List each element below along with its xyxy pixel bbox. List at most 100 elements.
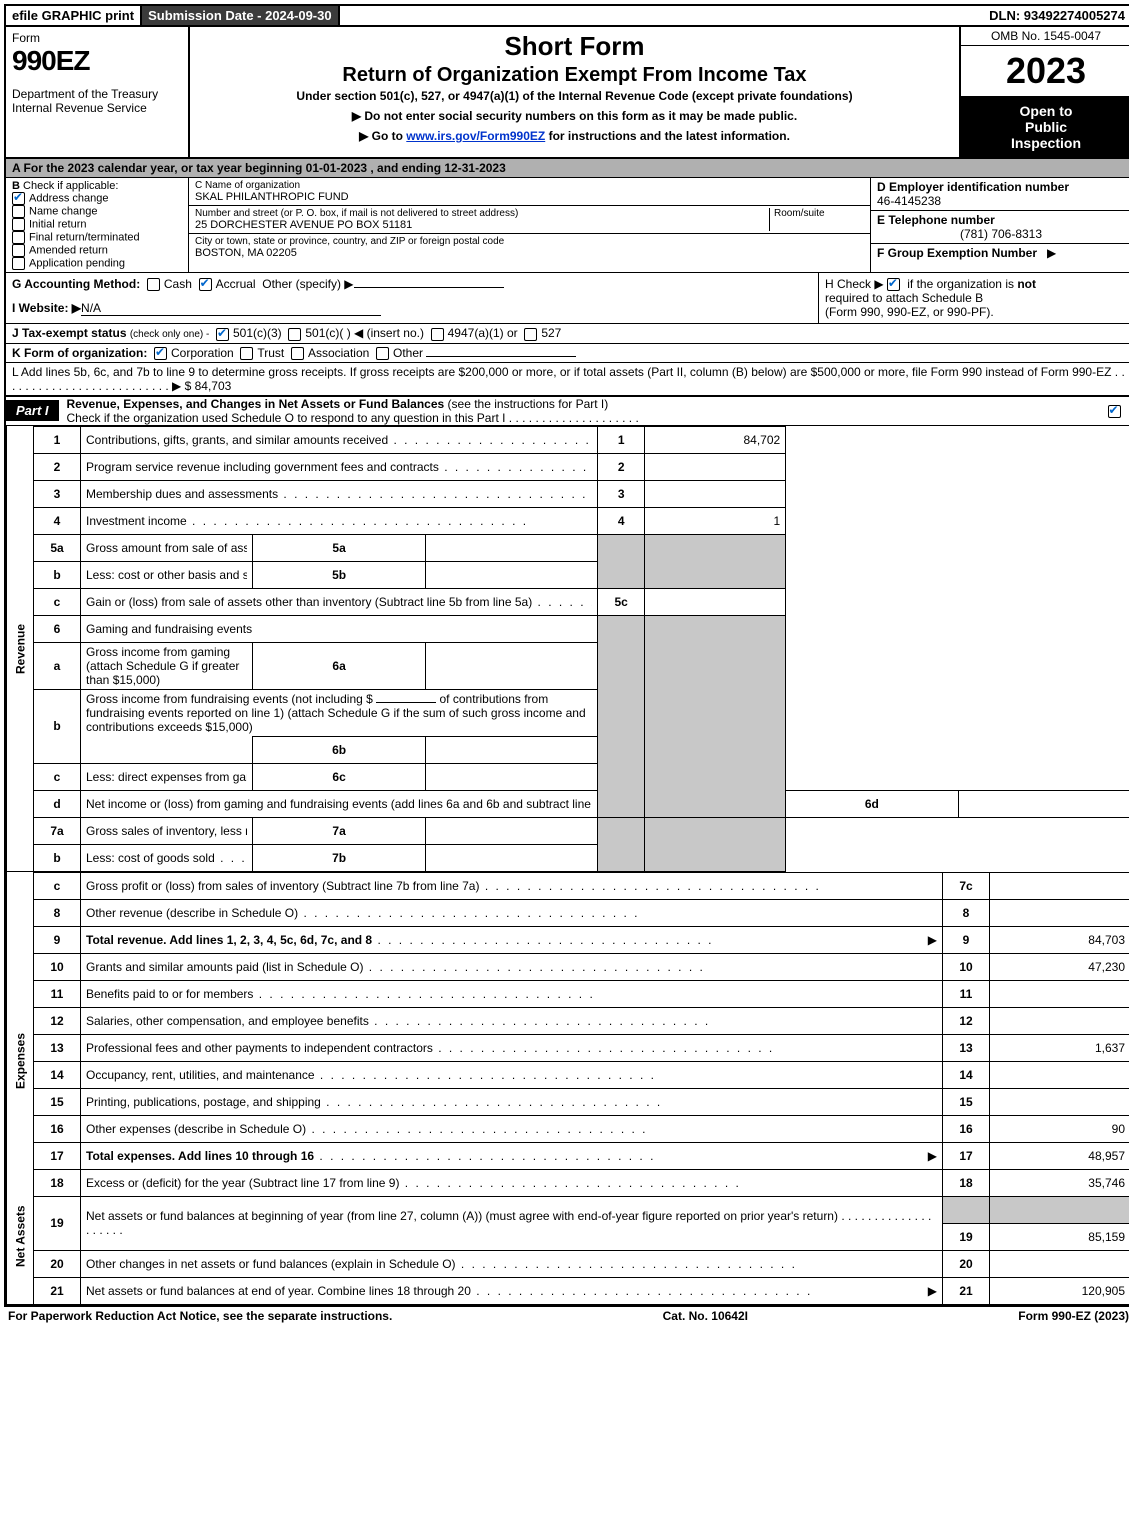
checkbox-4947[interactable] [431, 328, 444, 341]
l20-no: 20 [34, 1250, 81, 1277]
checkbox-initial-return[interactable] [12, 218, 25, 231]
open-to-public: Open to Public Inspection [961, 97, 1129, 157]
l11-col: 11 [943, 980, 990, 1007]
checkbox-501c[interactable] [288, 328, 301, 341]
checkbox-501c3[interactable] [216, 328, 229, 341]
l3-no: 3 [34, 480, 81, 507]
checkbox-cash[interactable] [147, 278, 160, 291]
l9-col: 9 [943, 926, 990, 953]
b-final: Final return/terminated [29, 231, 140, 243]
irs-link[interactable]: www.irs.gov/Form990EZ [406, 129, 545, 143]
lines-table: Revenue 1 Contributions, gifts, grants, … [6, 426, 1129, 872]
l18-no: 18 [34, 1169, 81, 1196]
l7b-desc: Less: cost of goods sold [86, 851, 247, 865]
part-i-title: Revenue, Expenses, and Changes in Net As… [67, 397, 445, 411]
l17-amt: 48,957 [990, 1142, 1129, 1169]
section-a: A For the 2023 calendar year, or tax yea… [6, 159, 1129, 178]
checkbox-527[interactable] [524, 328, 537, 341]
checkbox-amended-return[interactable] [12, 244, 25, 257]
l7c-desc: Gross profit or (loss) from sales of inv… [86, 879, 937, 893]
l5b-desc: Less: cost or other basis and sales expe… [86, 568, 247, 582]
l5ab-shade-amt [645, 534, 786, 588]
l6b-desc1: Gross income from fundraising events (no… [86, 692, 373, 706]
line-k: K Form of organization: Corporation Trus… [6, 344, 1129, 363]
l6d-desc: Net income or (loss) from gaming and fun… [86, 797, 592, 811]
header-right: OMB No. 1545-0047 2023 Open to Public In… [961, 27, 1129, 157]
l21-no: 21 [34, 1277, 81, 1304]
sidebar-net-assets: Net Assets [7, 1169, 34, 1304]
checkbox-final-return[interactable] [12, 231, 25, 244]
street-label: Number and street (or P. O. box, if mail… [195, 208, 765, 219]
l6d-no: d [34, 790, 81, 817]
l13-col: 13 [943, 1034, 990, 1061]
l13-desc: Professional fees and other payments to … [86, 1041, 937, 1055]
city-value: BOSTON, MA 02205 [195, 247, 504, 259]
l13-no: 13 [34, 1034, 81, 1061]
l6c-subval [425, 763, 597, 790]
efile-label: efile GRAPHIC print [6, 6, 142, 25]
checkbox-name-change[interactable] [12, 205, 25, 218]
checkbox-corp[interactable] [154, 347, 167, 360]
h-text2: required to attach Schedule B [825, 291, 983, 305]
l11-amt [990, 980, 1129, 1007]
i-website-label: I Website: ▶ [12, 301, 81, 315]
l6a-sub: 6a [253, 642, 425, 689]
g-cash: Cash [164, 277, 192, 291]
l4-col: 4 [598, 507, 645, 534]
ein-value: 46-4145238 [877, 194, 941, 208]
title-return: Return of Organization Exempt From Incom… [198, 64, 951, 87]
checkbox-part-i-scho[interactable] [1108, 405, 1121, 418]
checkbox-h[interactable] [887, 278, 900, 291]
l-text: L Add lines 5b, 6c, and 7b to line 9 to … [12, 365, 1111, 379]
checkbox-trust[interactable] [240, 347, 253, 360]
checkbox-application-pending[interactable] [12, 257, 25, 270]
subtitle: Under section 501(c), 527, or 4947(a)(1)… [198, 89, 951, 103]
l9-desc: Total revenue. Add lines 1, 2, 3, 4, 5c,… [86, 933, 372, 947]
l5a-subval [425, 534, 597, 561]
b-initial: Initial return [29, 218, 86, 230]
l19-no: 19 [34, 1196, 81, 1250]
line-l: L Add lines 5b, 6c, and 7b to line 9 to … [6, 363, 1129, 396]
l6a-no: a [34, 642, 81, 689]
g-other: Other (specify) ▶ [262, 277, 353, 291]
l8-desc: Other revenue (describe in Schedule O) [86, 906, 937, 920]
part-i-tag: Part I [6, 400, 59, 421]
j-4947: 4947(a)(1) or [448, 326, 518, 340]
room-label: Room/suite [774, 208, 864, 219]
i-website-value: N/A [81, 301, 381, 316]
l12-col: 12 [943, 1007, 990, 1034]
l2-amt [645, 453, 786, 480]
checkbox-accrual[interactable] [199, 278, 212, 291]
checkbox-address-change[interactable] [12, 192, 25, 205]
l1-col: 1 [598, 426, 645, 453]
l18-amt: 35,746 [990, 1169, 1129, 1196]
l6-shade-amt [645, 615, 786, 817]
h-mid: if the organization is [904, 277, 1017, 291]
l10-no: 10 [34, 953, 81, 980]
l5ab-shade [598, 534, 645, 588]
l14-amt [990, 1061, 1129, 1088]
col-b: B Check if applicable: Address change Na… [6, 178, 189, 272]
l9-amt: 84,703 [990, 926, 1129, 953]
note2-pre: ▶ Go to [359, 129, 406, 143]
l21-arrow [928, 1284, 937, 1298]
l16-col: 16 [943, 1115, 990, 1142]
l6b-blank [376, 702, 436, 703]
l6c-desc: Less: direct expenses from gaming and fu… [86, 770, 247, 784]
h-text3: (Form 990, 990-EZ, or 990-PF). [825, 305, 994, 319]
l7a-subval [425, 817, 597, 844]
l19-amt: 85,159 [990, 1223, 1129, 1250]
h-not: not [1017, 277, 1036, 291]
l6a-subval [425, 642, 597, 689]
l7c-no: c [34, 872, 81, 899]
l8-amt [990, 899, 1129, 926]
l10-amt: 47,230 [990, 953, 1129, 980]
footer-right-form: 990-EZ [1052, 1309, 1091, 1323]
checkbox-other-org[interactable] [376, 347, 389, 360]
l6-shade [598, 615, 645, 817]
l6c-sub: 6c [253, 763, 425, 790]
omb-number: OMB No. 1545-0047 [961, 27, 1129, 46]
checkbox-assoc[interactable] [291, 347, 304, 360]
l4-amt: 1 [645, 507, 786, 534]
e-phone-label: E Telephone number [877, 213, 995, 227]
